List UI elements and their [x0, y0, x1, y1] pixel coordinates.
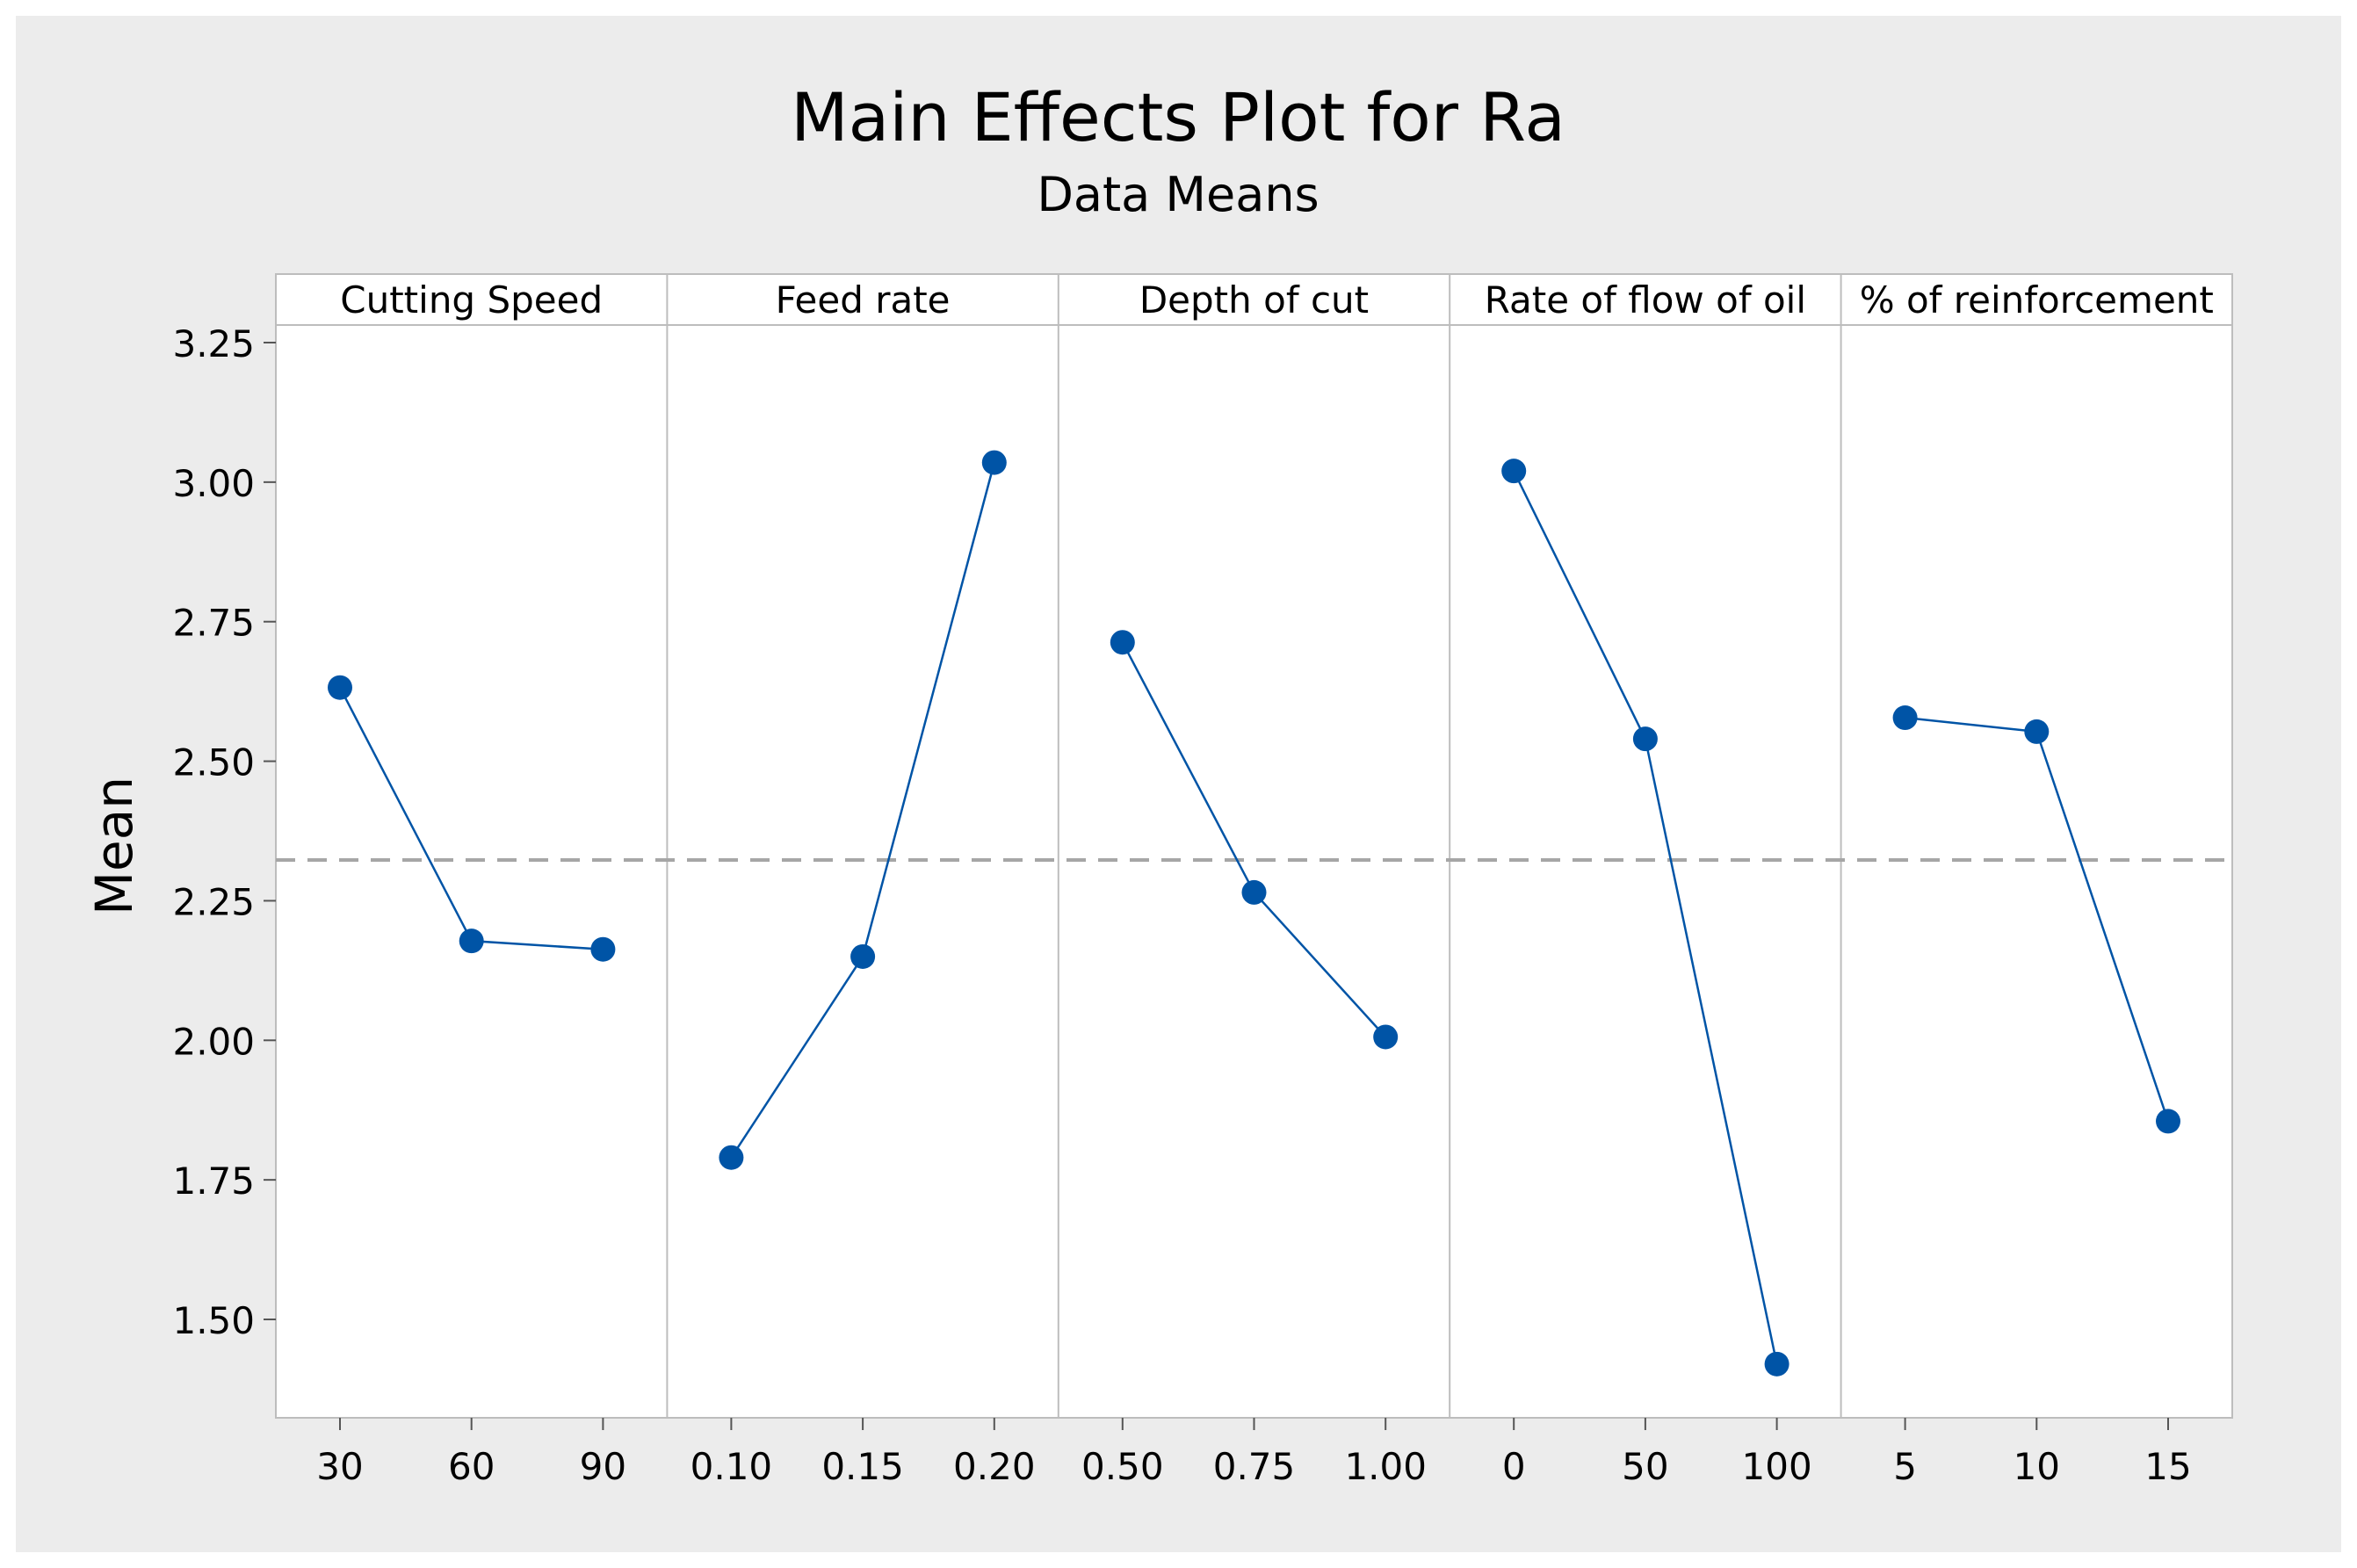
data-point [2156, 1109, 2180, 1134]
data-point [1764, 1351, 1789, 1377]
data-point [1501, 459, 1527, 484]
x-tick-label: 5 [1893, 1445, 1917, 1488]
data-point [1373, 1024, 1399, 1050]
x-tick-label: 60 [448, 1445, 495, 1488]
x-tick-label: 100 [1742, 1445, 1812, 1488]
x-tick-label: 15 [2144, 1445, 2191, 1488]
data-point [850, 943, 876, 969]
x-tick-label: 30 [316, 1445, 363, 1488]
panel-header-2: Feed rate [776, 278, 951, 322]
y-tick-label: 3.00 [172, 462, 255, 505]
x-tick-label: 90 [580, 1445, 626, 1488]
y-axis-label: Mean [84, 777, 144, 915]
panel-header-3: Depth of cut [1139, 278, 1369, 322]
data-point [1241, 879, 1267, 905]
data-point [1632, 726, 1658, 752]
plot-area: 1.50 1.75 2.00 2.25 2.50 2.75 3.00 3.25 Cutting … [172, 273, 2233, 1488]
x-tick-label: 0.20 [953, 1445, 1036, 1488]
y-tick-label: 1.75 [172, 1160, 255, 1203]
x-tick-label: 0.15 [821, 1445, 904, 1488]
x-tick-label: 0 [1502, 1445, 1526, 1488]
y-tick-label: 2.25 [172, 880, 255, 923]
plot-frame [275, 273, 2233, 1419]
y-tick-label: 3.25 [172, 322, 255, 365]
data-point [328, 675, 352, 700]
data-point [590, 936, 616, 962]
chart-subtitle: Data Means [1037, 167, 1319, 222]
chart-title: Main Effects Plot for Ra [791, 78, 1565, 156]
data-point [719, 1145, 744, 1170]
x-tick-label: 10 [2014, 1445, 2060, 1488]
x-tick-label: 0.10 [690, 1445, 773, 1488]
x-tick-label: 0.50 [1081, 1445, 1164, 1488]
y-tick-label: 2.00 [172, 1020, 255, 1063]
data-point [459, 929, 484, 954]
data-point [1892, 705, 1918, 731]
panel-header-4: Rate of flow of oil [1485, 278, 1806, 322]
x-tick-label: 1.00 [1344, 1445, 1427, 1488]
panel-header-5: % of reinforcement [1860, 278, 2214, 322]
y-tick-label: 2.75 [172, 602, 255, 645]
data-point [2024, 719, 2050, 744]
y-tick-label: 2.50 [172, 741, 255, 784]
data-point [1110, 630, 1135, 655]
data-point [981, 450, 1007, 475]
x-tick-label: 50 [1622, 1445, 1668, 1488]
x-tick-label: 0.75 [1213, 1445, 1296, 1488]
panel-header-1: Cutting Speed [340, 278, 603, 322]
y-tick-label: 1.50 [172, 1299, 255, 1342]
